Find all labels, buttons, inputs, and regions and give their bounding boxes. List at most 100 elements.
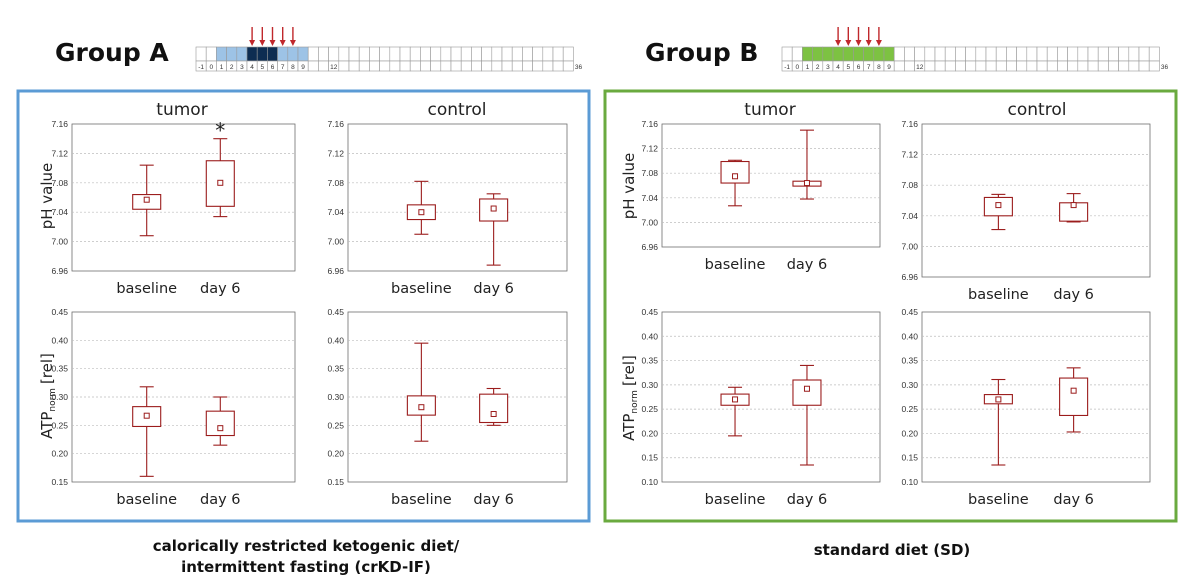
timeline-cell — [552, 46, 564, 62]
panel-b-control-atp: 0.45 0.40 0.35 0.30 0.25 0.20 0.15 0.10 baseline… — [901, 307, 1151, 508]
timeline-cell-lower — [1006, 60, 1017, 72]
y-tick-label: 7.12 — [327, 148, 344, 158]
treatment-arrow-head — [289, 40, 296, 46]
treatment-arrow-head — [865, 40, 872, 46]
timeline-tick-label: 5 — [846, 64, 850, 71]
panel-title-b-control: control — [1008, 100, 1067, 120]
y-tick-label: 0.40 — [327, 335, 344, 345]
timeline-tick-label: 2 — [816, 64, 820, 71]
timeline-cell — [297, 46, 309, 62]
y-tick-label: 0.20 — [901, 428, 918, 438]
mean-marker — [490, 411, 497, 417]
timeline-tick-label: 8 — [291, 64, 295, 71]
y-tick-label: 6.96 — [51, 266, 68, 276]
y-tick-label: 7.00 — [51, 237, 68, 247]
x-category-label: baseline — [391, 492, 452, 508]
timeline-cell — [995, 46, 1007, 62]
timeline-cell — [832, 46, 844, 62]
timeline-cell-lower — [471, 60, 482, 72]
panel-title-a-control: control — [428, 100, 487, 120]
timeline-tick-label: 8 — [877, 64, 881, 71]
panel-title-a-tumor: tumor — [156, 100, 207, 120]
plot-area — [921, 311, 1151, 483]
timeline-cell-lower — [501, 60, 513, 72]
timeline-cell-lower — [955, 60, 966, 72]
timeline-cell-lower — [1138, 60, 1150, 72]
timeline-cell — [883, 46, 895, 62]
y-tick-label: 0.45 — [51, 307, 68, 317]
timeline-cell — [256, 46, 268, 62]
timeline-cell-lower — [307, 60, 319, 72]
timeline-cell — [318, 46, 329, 62]
timeline-tick-label: 7 — [281, 64, 285, 71]
timeline-tick-label: 36 — [1161, 64, 1169, 71]
timeline-cell — [307, 46, 319, 62]
timeline-cell — [1138, 46, 1150, 62]
timeline-cell-lower — [965, 60, 977, 72]
x-category-label: baseline — [705, 257, 766, 273]
y-tick-label: 0.45 — [327, 307, 344, 317]
timeline-cell — [904, 46, 915, 62]
timeline-cell — [1057, 46, 1068, 62]
timeline-cell — [379, 46, 391, 62]
timeline-tick-label: 4 — [250, 64, 254, 71]
timeline-cell — [1016, 46, 1028, 62]
panel-a-tumor-ph: 7.16 7.12 7.08 7.04 7.00 6.96 baseline day 6 * — [51, 119, 296, 297]
timeline-cell — [236, 46, 248, 62]
x-category-label: day 6 — [787, 492, 828, 508]
y-tick-label: 7.08 — [641, 168, 658, 178]
timeline-cell-lower — [409, 60, 421, 72]
timeline-cell-lower — [1057, 60, 1068, 72]
timeline-cell-lower — [542, 60, 554, 72]
y-tick-label: 0.25 — [641, 404, 658, 414]
timeline-cell-lower — [338, 60, 350, 72]
timeline-cell — [802, 46, 813, 62]
y-tick-label: 7.04 — [901, 211, 918, 221]
timeline-cell — [542, 46, 554, 62]
panel-b-tumor-atp: 0.45 0.40 0.35 0.30 0.25 0.20 0.15 0.10 baseline… — [641, 307, 881, 508]
y-tick-label: 7.08 — [51, 178, 68, 188]
y-tick-label: 7.16 — [641, 119, 658, 129]
timeline-cell — [348, 46, 360, 62]
timeline-cell — [389, 46, 401, 62]
treatment-arrow-head — [875, 40, 882, 46]
timeline-cell-lower — [1097, 60, 1109, 72]
y-tick-label: 0.25 — [51, 420, 68, 430]
timeline-tick-label: 36 — [575, 64, 583, 71]
x-category-label: day 6 — [200, 492, 241, 508]
timeline-cell — [430, 46, 442, 62]
timeline-cell — [216, 46, 227, 62]
timeline-cell-lower — [552, 60, 564, 72]
group-a-frame — [16, 89, 591, 523]
timeline-cell — [853, 46, 864, 62]
y-tick-label: 0.45 — [901, 307, 918, 317]
timeline-cell-lower — [985, 60, 997, 72]
timeline-tick-label: 4 — [836, 64, 840, 71]
timeline-cell — [267, 46, 278, 62]
y-tick-label: 0.15 — [51, 477, 68, 487]
timeline-cell — [1036, 46, 1048, 62]
mean-marker — [418, 404, 425, 411]
mean-marker — [418, 209, 425, 216]
timeline-cell — [501, 46, 513, 62]
y-label-atp-b: ATPnorm[rel] — [620, 355, 640, 441]
y-tick-label: 7.04 — [51, 207, 68, 217]
timeline-cell-lower — [430, 60, 442, 72]
treatment-arrow-head — [259, 40, 266, 46]
timeline-cell — [1077, 46, 1089, 62]
timeline-cell-lower — [522, 60, 533, 72]
treatment-arrow-head — [855, 40, 862, 46]
timeline-tick-label: 7 — [867, 64, 871, 71]
x-category-label: baseline — [968, 287, 1029, 303]
timeline-cell-lower — [369, 60, 380, 72]
y-tick-label: 7.08 — [901, 180, 918, 190]
timeline-cell-lower — [1036, 60, 1048, 72]
plot-area — [347, 123, 568, 272]
timeline-cell — [522, 46, 533, 62]
timeline-cell-lower — [318, 60, 329, 72]
timeline-cell — [205, 46, 217, 62]
timeline-cell — [1118, 46, 1130, 62]
y-tick-label: 0.25 — [901, 404, 918, 414]
timeline-tick-label: 1 — [220, 64, 224, 71]
